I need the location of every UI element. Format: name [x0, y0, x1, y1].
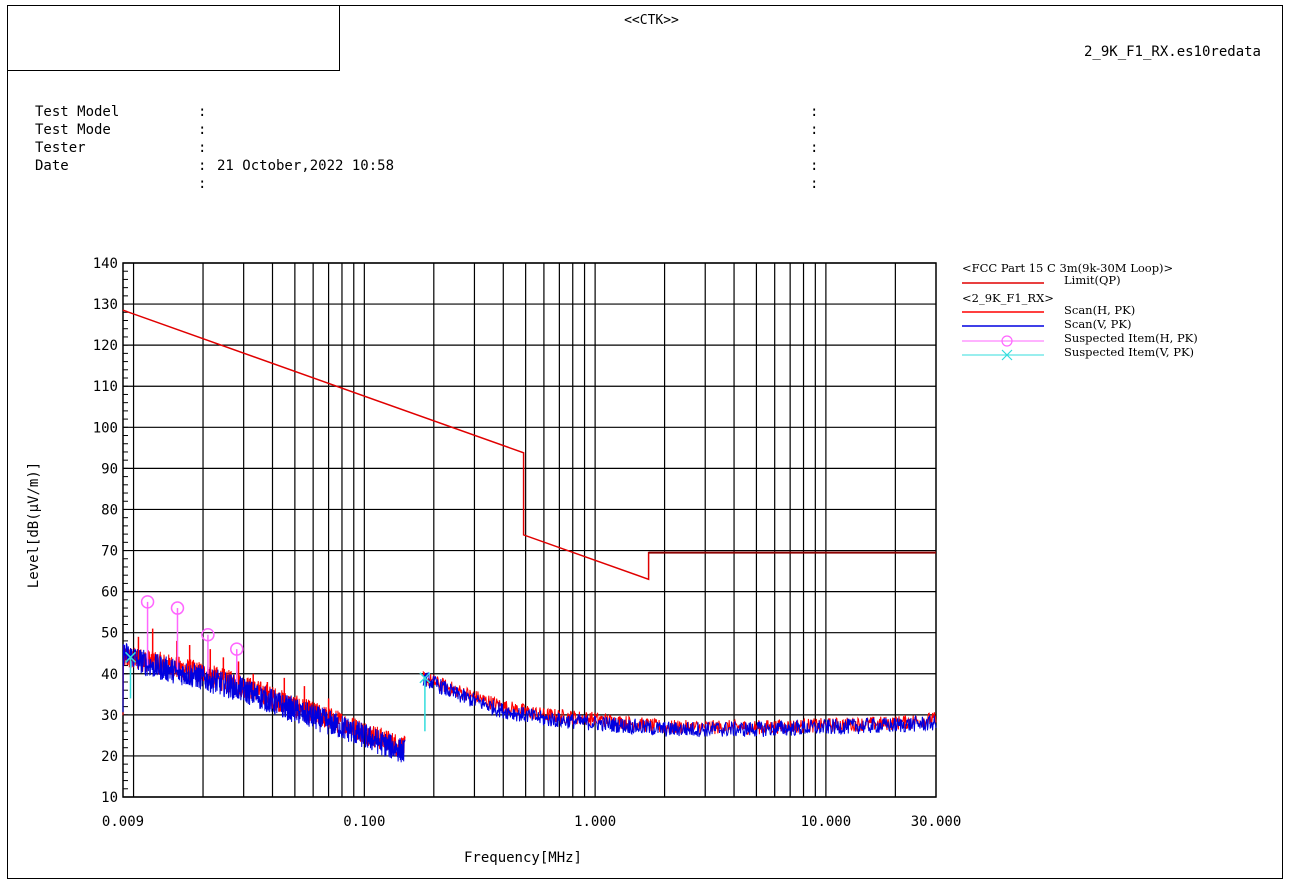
plot-border — [122, 262, 937, 798]
legend-item-scan-v: Scan(V, PK) — [962, 317, 1173, 334]
legend-item-scan-h: Scan(H, PK) — [962, 303, 1173, 320]
suspected-h-marker — [140, 595, 155, 609]
suspected-h-marker — [201, 627, 215, 642]
info-value: 21 October,2022 10:58 — [217, 158, 395, 174]
suspected-h-marker — [170, 601, 185, 615]
legend-label: Limit(QP) — [1064, 273, 1121, 287]
legend-sample-scan-v — [962, 325, 1044, 327]
legend: <FCC Part 15 C 3m(9k-30M Loop)> Limit(QP… — [962, 260, 1198, 362]
info-colon: : — [810, 158, 819, 174]
suspected-h-marker — [230, 642, 244, 656]
x-tick-label: 0.100 — [343, 814, 385, 830]
info-label: Test Model — [35, 104, 120, 120]
scan-v-trace — [422, 671, 937, 738]
y-tick-label: 130 — [93, 297, 118, 313]
x-tick-label: 1.000 — [574, 814, 616, 830]
y-tick-label: 50 — [101, 626, 118, 642]
suspected-v-marker — [124, 651, 137, 663]
y-tick-label: 70 — [101, 544, 118, 560]
limit-line — [122, 309, 936, 581]
y-tick-label: 20 — [101, 749, 118, 765]
legend-group-title: <2_9K_F1_RX> — [962, 291, 1054, 305]
legend-label: Suspected Item(V, PK) — [1064, 345, 1195, 359]
info-label: Date — [35, 158, 69, 174]
y-tick-label: 120 — [93, 338, 118, 354]
legend-group-title: <FCC Part 15 C 3m(9k-30M Loop)> — [962, 261, 1174, 275]
info-label: Test Mode — [35, 122, 111, 138]
header-title: <<CTK>> — [624, 13, 679, 28]
legend-label: Scan(H, PK) — [1064, 303, 1136, 317]
y-tick-label: 90 — [101, 461, 118, 477]
info-colon: : — [198, 158, 207, 174]
y-tick-label: 40 — [101, 667, 118, 683]
legend-item-limit: Limit(QP) — [962, 273, 1173, 290]
logo-box — [7, 5, 340, 71]
info-colon: : — [810, 122, 819, 138]
x-axis-label: Frequency[MHz] — [464, 850, 582, 866]
x-tick-label: 0.009 — [102, 814, 144, 830]
y-tick-label: 100 — [93, 420, 118, 436]
y-tick-label: 140 — [93, 256, 118, 272]
info-label: Tester — [35, 140, 86, 156]
scan-v-trace — [122, 643, 406, 763]
data-layer — [122, 309, 937, 763]
x-tick-label: 10.000 — [801, 814, 852, 830]
info-colon: : — [810, 104, 819, 120]
y-tick-label: 60 — [101, 585, 118, 601]
x-tick-label: 30.000 — [911, 814, 962, 830]
legend-sample-scan-h — [962, 311, 1044, 313]
page-frame — [7, 5, 1283, 879]
header-filename: 2_9K_F1_RX.es10redata — [1083, 44, 1261, 60]
y-tick-label: 10 — [101, 790, 118, 806]
legend-sample-suspected-v — [962, 349, 1044, 361]
y-tick-label: 110 — [93, 379, 118, 395]
scan-h-trace — [422, 671, 937, 735]
info-colon: : — [198, 176, 207, 192]
y-axis-label: Level[dB(µV/m)] — [26, 462, 42, 588]
info-colon: : — [810, 140, 819, 156]
tick-layer: 10 20 30 40 50 60 70 80 90 100 110 120 130 140 0.009 0.… — [93, 256, 962, 830]
info-colon: : — [198, 140, 207, 156]
legend-label: Suspected Item(H, PK) — [1064, 331, 1198, 345]
legend-item-suspected-h: Suspected Item(H, PK) — [962, 331, 1198, 348]
info-colon: : — [198, 104, 207, 120]
suspected-v-marker — [419, 672, 431, 684]
y-tick-label: 80 — [101, 502, 118, 518]
legend-sample-limit — [962, 282, 1044, 284]
info-colon: : — [198, 122, 207, 138]
y-tick-label: 30 — [101, 708, 118, 724]
info-colon: : — [810, 176, 819, 192]
legend-item-suspected-v: Suspected Item(V, PK) — [962, 345, 1194, 362]
legend-label: Scan(V, PK) — [1064, 317, 1132, 331]
legend-sample-suspected-h — [962, 335, 1044, 347]
